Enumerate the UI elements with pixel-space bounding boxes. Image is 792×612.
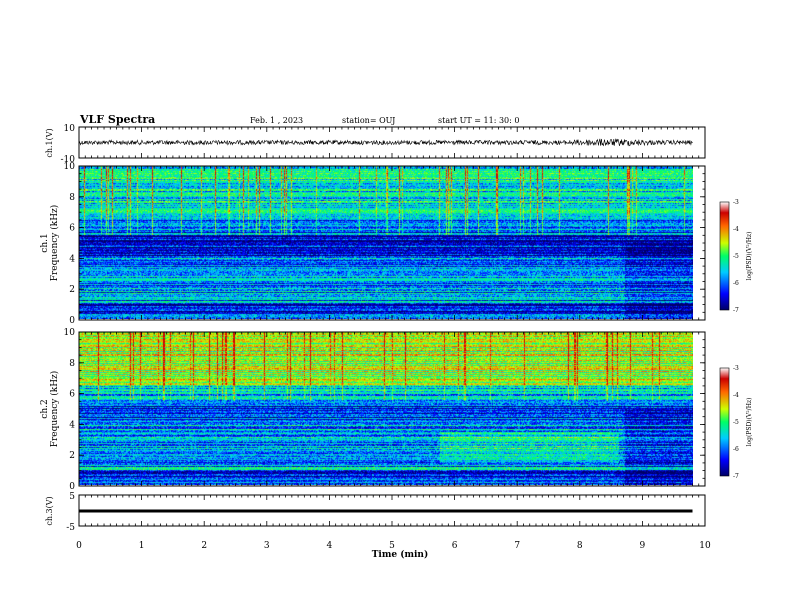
ch1-spectrogram-ylabel-line2: Frequency (kHz) [49,205,60,282]
ch3-waveform-ylabel: ch.3(V) [45,496,54,525]
colorbar-tick-label: -3 [733,199,739,206]
colorbar-tick-label: -7 [733,473,739,480]
x-tick-label: 3 [264,541,270,551]
y-tick-label: 10 [64,162,76,172]
x-axis-title: Time (min) [372,549,429,560]
ch1-spectrogram-ylabel-line1: ch.1 [40,233,50,252]
colorbar-tick-label: -5 [733,419,739,426]
y-tick-label: 2 [69,451,75,461]
y-tick-label: -10 [61,155,76,165]
x-tick-label: 8 [577,541,583,551]
x-tick-label: 1 [139,541,145,551]
colorbar-tick-label: -6 [733,280,739,287]
ch2-spectrogram-ylabel-line1: ch.2 [40,399,50,418]
ch2-colorbar-label: log(PSD)(V²/Hz) [746,398,753,447]
y-tick-label: 5 [69,492,75,502]
y-tick-label: 10 [64,124,76,134]
colorbar-tick-label: -5 [733,253,739,260]
ch2-spectrogram-panel [79,332,693,485]
y-tick-label: 2 [69,285,75,295]
colorbar-tick-label: -6 [733,446,739,453]
figure-title: VLF Spectra [79,113,155,126]
y-tick-label: 8 [69,359,75,369]
ch1-spectrogram-image [79,166,693,319]
date-label: Feb. 1 , 2023 [250,116,303,125]
x-tick-label: 9 [640,541,646,551]
y-tick-label: 8 [69,193,75,203]
y-tick-label: 0 [69,482,75,492]
x-tick-label: 6 [452,541,458,551]
ch2-spectrogram-image [79,332,693,485]
y-tick-label: 10 [64,328,76,338]
x-tick-label: 10 [699,541,711,551]
ch1-colorbar [719,201,730,311]
colorbar-labels: -3 -4 -5 -6 -7 -3 -4 -5 -6 -7 [733,199,739,480]
y-tick-label: 6 [69,224,75,234]
ch1-colorbar-label: log(PSD)(V²/Hz) [746,232,753,281]
x-tick-label: 7 [514,541,520,551]
ch1-waveform-trace [78,138,693,147]
ch2-spectrogram-ylabel-line2: Frequency (kHz) [49,371,60,448]
x-tick-label: 4 [327,541,333,551]
x-tick-label: 2 [201,541,207,551]
y-tick-label: 0 [69,316,75,326]
x-tick-label: 5 [389,541,395,551]
x-tick-label: 0 [76,541,82,551]
ch1-waveform-ylabel: ch.1(V) [45,128,54,157]
station-label: station= OUJ [342,116,395,125]
colorbar-tick-label: -3 [733,365,739,372]
colorbar-tick-label: -4 [733,226,739,233]
y-tick-label: 4 [69,254,75,264]
y-tick-label: -5 [66,523,75,533]
y-tick-label: 6 [69,390,75,400]
ch2-colorbar [719,367,730,477]
axis-ticks [78,127,706,526]
y-tick-label: 4 [69,420,75,430]
colorbar-tick-label: -7 [733,307,739,314]
colorbar-tick-label: -4 [733,392,739,399]
start-ut-label: start UT = 11: 30: 0 [438,116,519,125]
ch1-spectrogram-panel [79,166,693,319]
